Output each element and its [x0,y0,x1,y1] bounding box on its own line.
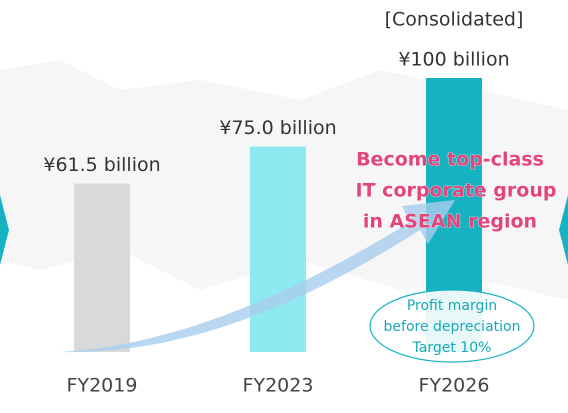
x-tick-label: FY2023 [243,375,314,397]
target-text: before depreciation [384,319,521,335]
headline: in ASEAN region [363,211,537,233]
target-ellipse [369,289,535,363]
right-nav-arrow [559,195,568,265]
value-label: ¥61.5 billion [43,154,160,176]
headline: Become top-class [356,149,544,171]
bar [74,183,130,352]
x-tick-label: FY2026 [419,375,490,397]
x-tick-label: FY2019 [67,375,138,397]
target-text: Profit margin [407,298,497,314]
value-label: ¥75.0 billion [219,117,336,139]
growth-arrow [60,200,455,353]
left-nav-arrow [0,195,9,265]
target-text: Target 10% [412,340,492,356]
headline: IT corporate group [356,180,557,202]
bar [250,146,306,352]
bar-note: [Consolidated] [385,9,524,31]
value-label: ¥100 billion [398,49,509,71]
